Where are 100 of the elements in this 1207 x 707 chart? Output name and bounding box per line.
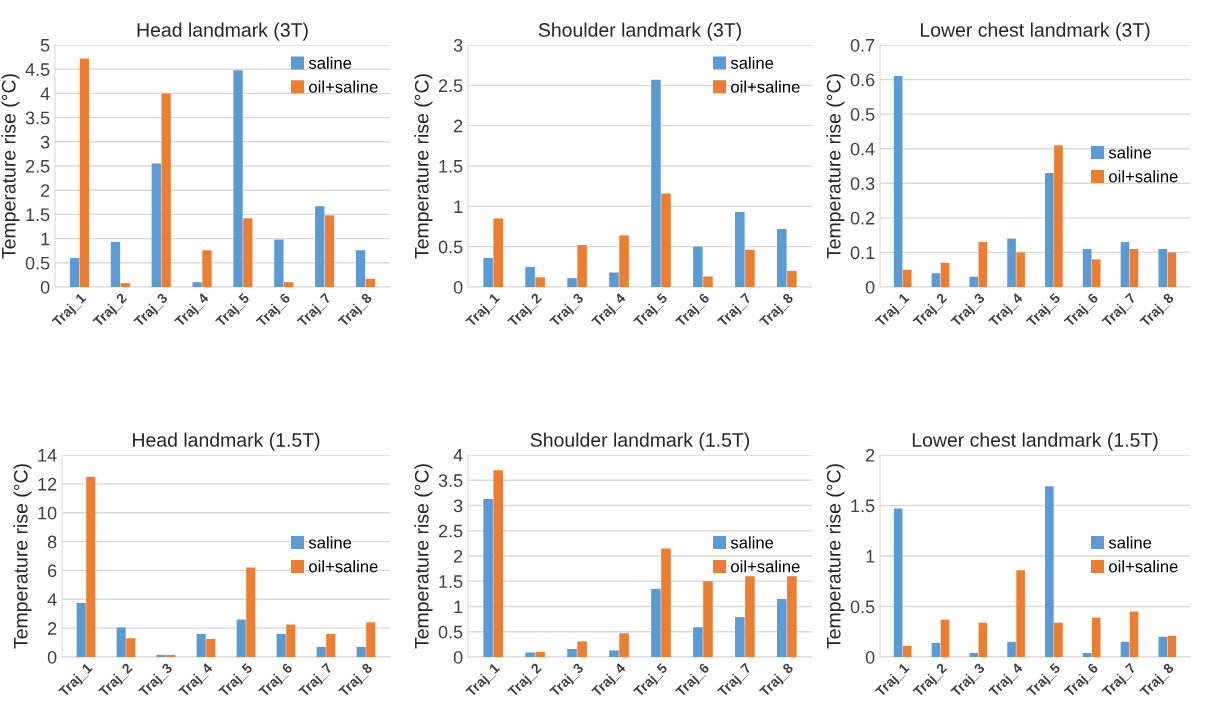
bar bbox=[1007, 641, 1016, 657]
bar bbox=[1016, 570, 1025, 657]
bar bbox=[940, 619, 950, 657]
y-tick-label: 14 bbox=[38, 449, 57, 462]
chart-title: Lower chest landmark (3T) bbox=[920, 22, 1150, 41]
y-tick-label: 1.5 bbox=[851, 499, 875, 513]
bar bbox=[196, 633, 206, 657]
bar bbox=[787, 576, 797, 657]
y-tick-label: 0.5 bbox=[438, 240, 463, 254]
chart-title: Shoulder landmark (1.5T) bbox=[530, 432, 750, 451]
y-tick-label: 3.5 bbox=[438, 474, 463, 487]
bar bbox=[1120, 242, 1130, 287]
y-tick-label: 1.5 bbox=[26, 208, 50, 222]
bar bbox=[1129, 611, 1139, 657]
bar bbox=[493, 470, 503, 657]
bar bbox=[161, 93, 171, 287]
y-tick-label: 1 bbox=[41, 232, 50, 246]
bar bbox=[493, 218, 503, 287]
legend-label: saline bbox=[730, 56, 774, 69]
bar bbox=[120, 283, 130, 287]
bar bbox=[1045, 172, 1054, 287]
bar bbox=[316, 646, 326, 657]
y-tick-label: 10 bbox=[38, 506, 57, 520]
legend-label: saline bbox=[308, 536, 352, 549]
bar bbox=[192, 282, 202, 287]
bar bbox=[745, 576, 755, 657]
bar bbox=[1167, 635, 1177, 657]
bar bbox=[110, 241, 121, 287]
legend-label: saline bbox=[730, 536, 774, 549]
bar bbox=[651, 79, 661, 287]
bar bbox=[233, 70, 243, 287]
y-tick-label: 2 bbox=[454, 549, 463, 563]
y-axis-title: Temperature rise (°C) bbox=[1, 74, 20, 259]
bar bbox=[525, 266, 535, 287]
bar bbox=[1045, 486, 1054, 657]
y-tick-label: 1 bbox=[454, 600, 463, 614]
bar bbox=[651, 588, 661, 657]
bar bbox=[69, 257, 80, 287]
y-tick-label: 6 bbox=[48, 564, 57, 578]
bar bbox=[619, 633, 629, 657]
bar bbox=[79, 58, 90, 287]
y-tick-label: 12 bbox=[38, 477, 57, 491]
y-tick-label: 4 bbox=[40, 87, 50, 100]
y-tick-label: 1.5 bbox=[439, 160, 463, 173]
y-tick-label: 2.5 bbox=[438, 79, 463, 93]
y-tick-label: 0 bbox=[453, 650, 463, 664]
bar bbox=[76, 602, 86, 657]
y-tick-label: 2.5 bbox=[438, 524, 463, 538]
y-tick-label: 2.5 bbox=[25, 159, 50, 173]
y-tick-label: 5 bbox=[40, 39, 50, 52]
legend-label: saline bbox=[308, 56, 352, 69]
legend-label: saline bbox=[1108, 536, 1152, 549]
y-axis-title: Temperature rise (°C) bbox=[826, 464, 845, 649]
bar bbox=[286, 624, 296, 657]
bar bbox=[1167, 252, 1177, 287]
y-tick-label: 0 bbox=[47, 650, 57, 664]
y-tick-label: 0 bbox=[865, 650, 875, 664]
bar bbox=[483, 498, 493, 657]
y-tick-label: 4 bbox=[453, 449, 463, 462]
bar bbox=[969, 276, 979, 287]
bar bbox=[577, 245, 587, 287]
bar bbox=[366, 622, 376, 657]
y-tick-label: 0.1 bbox=[850, 246, 875, 260]
bar bbox=[893, 76, 903, 287]
y-tick-label: 0 bbox=[865, 280, 875, 294]
bar bbox=[609, 650, 619, 657]
chart-title: Shoulder landmark (3T) bbox=[538, 22, 741, 41]
chart-title: Head landmark (3T) bbox=[137, 22, 308, 41]
bar bbox=[483, 257, 493, 287]
bar bbox=[156, 654, 166, 657]
bar bbox=[1091, 617, 1101, 657]
bar bbox=[661, 193, 671, 287]
bar bbox=[609, 272, 619, 287]
y-tick-label: 0.6 bbox=[850, 73, 875, 87]
y-tick-label: 0.5 bbox=[25, 256, 50, 270]
y-tick-label: 1.5 bbox=[439, 575, 463, 588]
bar bbox=[1054, 622, 1063, 657]
bar bbox=[777, 598, 787, 657]
bar bbox=[86, 476, 96, 657]
legend-label: oil+saline bbox=[1109, 560, 1178, 573]
y-tick-label: 0.5 bbox=[438, 625, 463, 639]
bar bbox=[535, 651, 545, 657]
bar bbox=[693, 627, 703, 657]
bar bbox=[1082, 248, 1092, 287]
bar bbox=[276, 633, 286, 657]
bar bbox=[1007, 238, 1016, 287]
legend-label: saline bbox=[1108, 146, 1152, 159]
y-tick-label: 4.5 bbox=[25, 63, 50, 76]
bar bbox=[326, 633, 336, 657]
chart-title: Head landmark (1.5T) bbox=[133, 432, 320, 451]
legend-label: oil+saline bbox=[309, 560, 378, 573]
bar bbox=[1158, 636, 1168, 657]
bar bbox=[619, 235, 629, 287]
bar bbox=[284, 282, 294, 287]
bar bbox=[274, 239, 284, 287]
y-tick-label: 2 bbox=[454, 119, 463, 133]
bar bbox=[315, 206, 325, 287]
bar bbox=[1016, 252, 1025, 287]
bar bbox=[703, 581, 713, 657]
bar bbox=[577, 641, 587, 657]
